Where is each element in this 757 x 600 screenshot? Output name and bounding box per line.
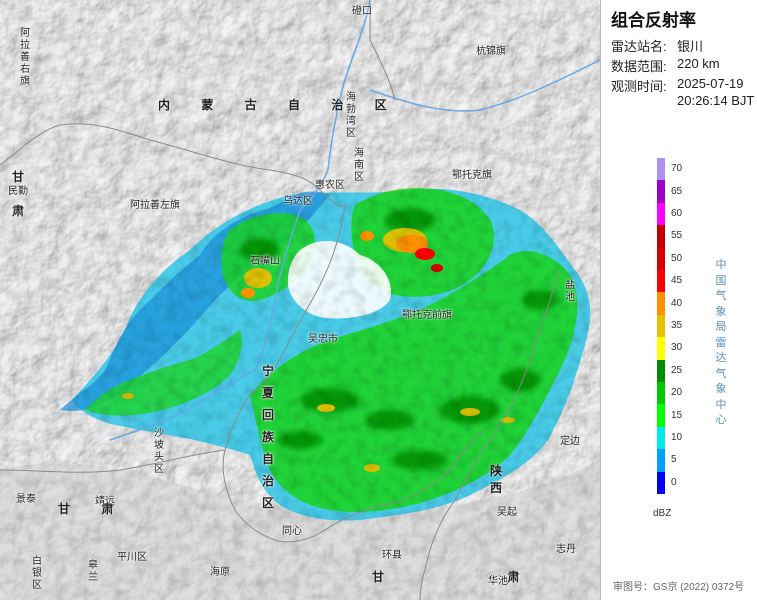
agency-name: 中国气象局雷达气象中心: [715, 259, 727, 426]
legend-unit: dBZ: [653, 508, 672, 519]
legend-tick-label: 60: [671, 208, 683, 219]
time-clock: 20:26:14 BJT: [677, 93, 755, 108]
station-label: 雷达站名:: [611, 39, 667, 54]
legend-color-segment: [657, 180, 665, 203]
legend-color-segment: [657, 225, 665, 248]
info-panel: 组合反射率 雷达站名: 银川 数据范围: 220 km 观测时间: 2025-0…: [601, 0, 757, 600]
legend-colorbar: [657, 158, 665, 494]
label-haiyuan: 海原: [210, 567, 230, 578]
rivers: [109, 0, 600, 441]
legend-color-segment: [657, 471, 665, 494]
label-shaanxi: 陕 西: [490, 464, 543, 495]
label-shizuishan: 石嘴山: [250, 256, 280, 267]
legend-color-segment: [657, 314, 665, 338]
legend-tick-label: 45: [671, 275, 683, 287]
label-wuqi: 吴起: [497, 507, 517, 518]
legend-tick-label: 5: [671, 454, 677, 466]
legend-color-segment: [657, 404, 665, 427]
legend-tick-label: 0: [671, 476, 677, 488]
legend-tick-label: 50: [671, 252, 683, 264]
label-huanxian: 环县: [382, 550, 402, 561]
label-gansu-bottom2: 甘 肃: [372, 570, 580, 584]
legend-color-segment: [657, 270, 665, 293]
time-label: 观测时间:: [611, 79, 667, 94]
legend-tick-label: 40: [671, 297, 683, 309]
label-dingbian: 定边: [560, 436, 580, 447]
product-title: 组合反射率: [611, 11, 696, 30]
legend-tick-label: 15: [671, 409, 683, 421]
legend-tick-label: 65: [671, 185, 683, 197]
label-zhidan: 志丹: [556, 544, 576, 555]
legend-tick-label: 70: [671, 163, 683, 175]
label-shapotou: 沙坡头区: [154, 428, 164, 475]
label-yanchi: 盐池: [565, 280, 575, 303]
legend-color-segment: [657, 158, 665, 181]
time-date: 2025-07-19: [677, 76, 744, 91]
legend-tick-label: 30: [671, 342, 683, 354]
station-value: 银川: [677, 39, 704, 54]
legend-color-segment: [657, 292, 665, 315]
province-boundaries: [0, 0, 561, 600]
label-huinong: 惠农区: [315, 180, 345, 191]
label-neimenggu: 内 蒙 古 自 治 区: [158, 98, 401, 112]
legend-tick-label: 25: [671, 364, 683, 376]
label-gaolan: 皋兰: [88, 560, 98, 583]
legend-tick-label: 35: [671, 320, 683, 331]
label-jingtai: 景泰: [16, 494, 36, 505]
range-value: 220 km: [677, 56, 720, 71]
legend-color-segment: [657, 382, 665, 405]
label-haibowan: 海勃湾区: [346, 92, 356, 139]
label-dengkou: 磴口: [352, 6, 372, 17]
label-pingchuan: 平川区: [117, 552, 147, 563]
label-hangjin: 杭锦旗: [476, 46, 506, 57]
radar-echo: [0, 0, 600, 600]
label-wuda: 乌达区: [283, 196, 313, 207]
label-hainan: 海南区: [354, 148, 364, 183]
label-ningxia: 宁夏回族自治区: [262, 364, 275, 510]
label-huachi: 华池: [488, 576, 508, 587]
label-jingyuan: 靖远: [95, 496, 115, 507]
label-alashan-left: 阿拉善左旗: [130, 200, 180, 211]
label-tongxin: 同心: [282, 526, 302, 537]
range-label: 数据范围:: [611, 59, 667, 74]
label-dalate: 鄂托克旗: [452, 170, 492, 181]
legend-color-segment: [657, 247, 665, 270]
legend-tick-label: 20: [671, 387, 683, 399]
label-wuzhong: 吴忠市: [308, 334, 338, 345]
label-otok-front: 鄂托克前旗: [402, 310, 452, 321]
radar-map[interactable]: 磴口 杭锦旗 阿拉善右旗 内 蒙 古 自 治 区 海勃湾区 海南区 乌达区 惠农…: [0, 0, 601, 600]
legend-tick-label: 10: [671, 432, 683, 443]
legend-color-segment: [657, 337, 665, 360]
legend-color-segment: [657, 202, 665, 226]
legend-tick-label: 55: [671, 230, 683, 242]
review-number: 审图号：GS京 (2022) 0372号: [613, 582, 745, 593]
label-minqin: 民勤: [8, 186, 28, 197]
label-gansu-bottom: 甘 肃: [58, 502, 128, 516]
legend-color-segment: [657, 426, 665, 450]
legend-color-segment: [657, 359, 665, 382]
label-baiyin: 白银区: [32, 556, 42, 591]
legend-color-segment: [657, 449, 665, 472]
label-gansu-west: 甘肃: [12, 170, 25, 218]
label-alashan-right: 阿拉善右旗: [20, 28, 30, 87]
map-canvas: [0, 0, 600, 600]
